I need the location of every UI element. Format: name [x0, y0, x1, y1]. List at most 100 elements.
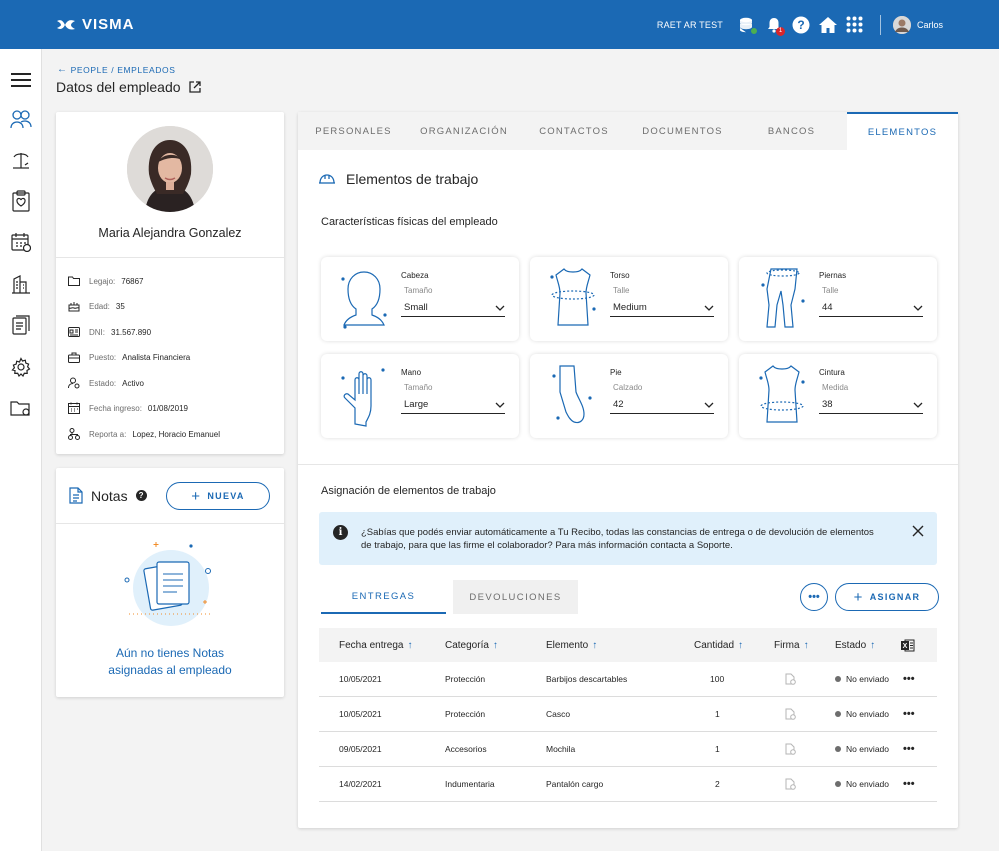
sort-arrow-icon[interactable]: ↑ — [492, 639, 498, 651]
sort-arrow-icon[interactable]: ↑ — [738, 639, 744, 651]
info-label: Reporta a: — [89, 429, 127, 439]
org-building-icon[interactable] — [10, 273, 32, 295]
col-elemento[interactable]: Elemento ↑ — [546, 640, 597, 651]
new-note-button[interactable]: + NUEVA — [166, 482, 270, 510]
col-categoria[interactable]: Categoría ↑ — [445, 640, 498, 651]
divider — [56, 257, 284, 258]
person-status-icon — [68, 377, 80, 389]
breadcrumb-empleados[interactable]: EMPLEADOS — [117, 64, 176, 75]
bell-icon[interactable]: 1 — [761, 12, 787, 38]
head-icon — [341, 271, 387, 329]
element-size-select[interactable]: Large — [401, 396, 505, 414]
row-actions-icon[interactable]: ••• — [903, 673, 915, 685]
company-name[interactable]: RAET AR TEST — [656, 19, 723, 30]
user-avatar[interactable] — [892, 15, 911, 34]
more-options-button[interactable]: ••• — [800, 583, 828, 611]
info-value: 31.567.890 — [111, 327, 152, 337]
info-row-puesto: Puesto: Analista Financiera — [68, 350, 190, 364]
row-actions-icon[interactable]: ••• — [903, 708, 915, 720]
people-icon[interactable] — [10, 108, 32, 130]
element-size-select[interactable]: Small — [401, 299, 505, 317]
vacation-icon[interactable] — [10, 149, 32, 171]
assign-label: ASIGNAR — [869, 592, 921, 602]
col-fecha-entrega[interactable]: Fecha entrega ↑ — [339, 640, 413, 651]
element-sublabel: Medida — [822, 383, 849, 392]
col-firma[interactable]: Firma ↑ — [774, 640, 809, 651]
col-label: Estado — [835, 639, 867, 651]
notes-empty-line-1: Aún no tienes Notas — [115, 646, 225, 660]
table-header: Fecha entrega ↑ Categoría ↑ Elemento ↑ Cant… — [319, 628, 937, 662]
col-cantidad[interactable]: Cantidad ↑ — [694, 640, 743, 651]
close-icon[interactable] — [911, 524, 925, 538]
info-value[interactable]: Lopez, Horacio Emanuel — [132, 429, 220, 439]
tab-personales[interactable]: PERSONALES — [315, 125, 392, 137]
notes-header: Notas ? + NUEVA — [56, 468, 284, 524]
col-label: Fecha entrega — [339, 639, 404, 651]
notes-help-icon[interactable]: ? — [135, 490, 147, 501]
cell-elemento: Casco — [546, 709, 571, 719]
breadcrumb-people[interactable]: PEOPLE — [70, 64, 109, 75]
status-text: No enviado — [846, 744, 890, 754]
table-row[interactable]: 09/05/2021 Accesorios Mochila 1 No envia… — [319, 732, 937, 767]
id-card-icon — [68, 326, 80, 338]
back-arrow-icon[interactable]: ← — [57, 64, 68, 75]
folder-icon — [68, 275, 80, 287]
tab-documentos[interactable]: DOCUMENTOS — [642, 125, 723, 137]
tab-bancos[interactable]: BANCOS — [767, 125, 816, 137]
notes-title: Notas ? — [69, 487, 147, 504]
detail-tabs: PERSONALES ORGANIZACIÓN CONTACTOS DOCUME… — [298, 112, 958, 150]
notes-empty-message: Aún no tienes Notas asignadas al emplead… — [56, 645, 284, 679]
element-size-select[interactable]: 38 — [819, 396, 923, 414]
tab-elementos[interactable]: ELEMENTOS — [847, 112, 958, 150]
physical-characteristics-title: Características físicas del empleado — [321, 216, 498, 228]
documents-icon[interactable] — [10, 314, 32, 336]
tab-contactos[interactable]: CONTACTOS — [539, 125, 609, 137]
element-size-select[interactable]: 42 — [610, 396, 714, 414]
col-estado[interactable]: Estado ↑ — [835, 640, 875, 651]
row-actions-icon[interactable]: ••• — [903, 778, 915, 790]
cell-categoria: Protección — [445, 674, 486, 684]
col-label: Firma — [774, 639, 800, 651]
sort-arrow-icon[interactable]: ↑ — [407, 639, 413, 651]
info-icon: i — [333, 525, 348, 540]
cell-cantidad: 100 — [710, 674, 725, 684]
apps-grid-icon[interactable] — [842, 12, 868, 38]
signature-doc-icon — [785, 673, 796, 685]
help-icon[interactable]: ? — [788, 12, 814, 38]
row-actions-icon[interactable]: ••• — [903, 743, 915, 755]
element-card-cabeza: Cabeza Tamaño Small — [321, 257, 519, 341]
sort-arrow-icon[interactable]: ↑ — [803, 639, 809, 651]
svg-text:?: ? — [797, 18, 804, 32]
table-row[interactable]: 14/02/2021 Indumentaria Pantalón cargo 2… — [319, 767, 937, 802]
sort-arrow-icon[interactable]: ↑ — [592, 639, 598, 651]
tab-devoluciones[interactable]: DEVOLUCIONES — [453, 580, 578, 614]
sort-arrow-icon[interactable]: ↑ — [870, 639, 876, 651]
tab-organizacion[interactable]: ORGANIZACIÓN — [420, 125, 508, 137]
folder-settings-icon[interactable] — [10, 397, 32, 419]
assign-button[interactable]: + ASIGNAR — [835, 583, 939, 611]
external-link-icon[interactable] — [188, 81, 201, 93]
cell-estado: No enviado — [835, 779, 889, 789]
excel-export-icon[interactable]: X — [901, 639, 915, 652]
cell-cantidad: 1 — [715, 709, 720, 719]
tab-entregas[interactable]: ENTREGAS — [321, 580, 446, 614]
page-title-text: Datos del empleado — [56, 79, 181, 95]
table-row[interactable]: 10/05/2021 Protección Barbijos descartab… — [319, 662, 937, 697]
hamburger-menu-icon[interactable] — [10, 69, 32, 91]
schedule-calendar-icon[interactable] — [10, 231, 32, 253]
database-icon[interactable] — [734, 12, 760, 38]
settings-gear-icon[interactable] — [10, 356, 32, 378]
table-row[interactable]: 10/05/2021 Protección Casco 1 No enviado… — [319, 697, 937, 732]
element-size-select[interactable]: 44 — [819, 299, 923, 317]
info-row-edad: Edad: 35 — [68, 299, 125, 313]
status-dot — [835, 781, 841, 787]
health-clipboard-icon[interactable] — [10, 190, 32, 212]
signature-doc-icon — [785, 708, 796, 720]
info-value: 35 — [115, 301, 125, 311]
user-name[interactable]: Carlos — [916, 19, 943, 30]
chevron-down-icon — [913, 402, 923, 408]
element-category: Cintura — [819, 368, 845, 377]
home-icon[interactable] — [815, 12, 841, 38]
element-size-select[interactable]: Medium — [610, 299, 714, 317]
visma-logo[interactable]: VISMA — [56, 16, 135, 33]
